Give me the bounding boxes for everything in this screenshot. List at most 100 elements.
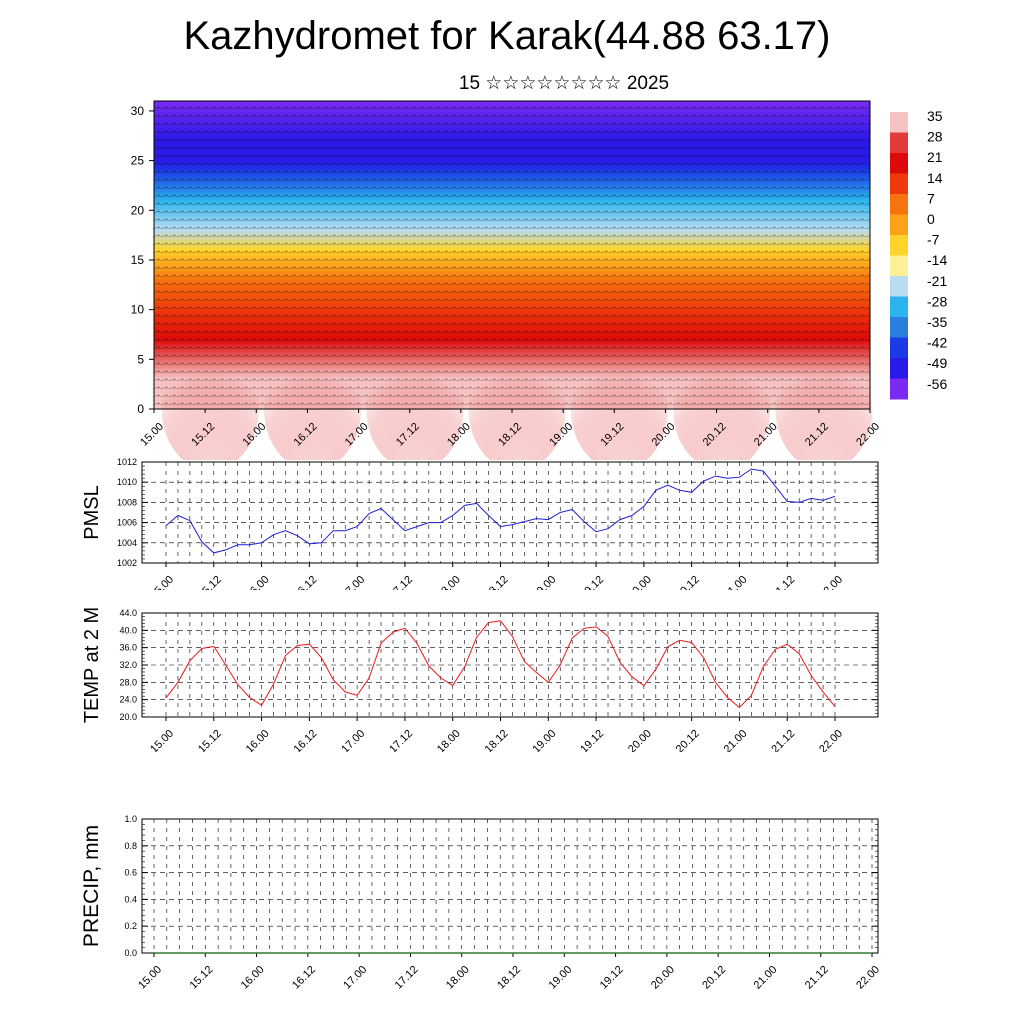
- colorbar-label: -49: [927, 355, 947, 371]
- page-title: Kazhydromet for Karak(44.88 63.17): [183, 14, 831, 58]
- x-tick-label: 21.00: [722, 728, 750, 752]
- y-tick-label: 20: [131, 203, 145, 217]
- colorbar-swatch: [890, 317, 908, 338]
- y-tick-label: 36.0: [119, 643, 137, 653]
- pmsl-panel: 1012 1010 1008 1006 1004 1002 15.00 15.12 16.00 1…: [81, 457, 879, 590]
- x-tick-label: 15.00: [148, 574, 176, 590]
- colorbar-label: -35: [927, 314, 947, 330]
- x-tick-label: 20.00: [626, 728, 654, 752]
- x-tick-label: 21.00: [722, 574, 750, 590]
- colorbar-label: 35: [927, 108, 943, 124]
- colorbar-swatch: [890, 337, 908, 359]
- x-tick-label: 21.12: [803, 964, 831, 992]
- y-tick-label: 30: [131, 104, 145, 118]
- x-tick-label: 15.00: [136, 964, 164, 992]
- x-tick-label: 22.00: [817, 728, 845, 752]
- y-axis-label: TEMP at 2 M: [81, 607, 103, 723]
- page-subtitle: 15 ☆☆☆☆☆☆☆☆ 2025: [458, 73, 670, 94]
- colorbar-swatch: [890, 112, 908, 133]
- x-tick-label: 15.12: [187, 964, 215, 992]
- colorbar-swatch: [890, 276, 908, 297]
- x-tick-label: 17.00: [339, 574, 367, 590]
- y-tick-label: 1010: [117, 477, 137, 487]
- colorbar-label: -21: [927, 273, 947, 289]
- x-tick-label: 21.12: [769, 574, 797, 590]
- colorbar-label: -56: [927, 376, 947, 392]
- x-tick-label: 19.12: [578, 574, 606, 590]
- colorbar-swatch: [890, 296, 908, 318]
- colorbar-label: 21: [927, 149, 943, 165]
- colorbar-swatch: [890, 358, 908, 379]
- x-tick-label: 19.00: [546, 964, 574, 992]
- x-tick-label: 20.12: [674, 728, 702, 752]
- x-tick-label: 20.12: [700, 964, 728, 992]
- colorbar-swatch: [890, 235, 908, 256]
- x-tick-label: 20.00: [649, 964, 677, 992]
- series-line: [165, 620, 836, 709]
- y-tick-label: 10: [131, 303, 145, 317]
- colorbar-swatch: [890, 173, 908, 195]
- y-axis-label: PMSL: [81, 485, 103, 539]
- colorbar-label: 7: [927, 190, 935, 206]
- y-tick-label: 1012: [117, 457, 137, 467]
- precip-chart: 1.0 0.8 0.6 0.4 0.2 0.0 15.00 15.12 16.00 16.12 17…: [80, 814, 882, 992]
- x-tick-label: 18.12: [495, 964, 523, 992]
- x-tick-label: 15.00: [148, 728, 176, 752]
- x-tick-label: 17.12: [393, 964, 421, 992]
- panel-frame: [141, 461, 879, 564]
- x-tick-label: 18.00: [444, 964, 472, 992]
- y-tick-label: 0.6: [124, 868, 137, 878]
- colorbar-swatch: [890, 153, 908, 174]
- y-tick-label: 1008: [117, 497, 137, 507]
- x-tick-label: 20.00: [626, 574, 654, 590]
- y-tick-label: 0.2: [124, 921, 137, 931]
- colorbar-label: -42: [927, 335, 947, 351]
- x-tick-label: 16.00: [244, 728, 272, 752]
- y-tick-label: 0.0: [124, 948, 137, 958]
- x-tick-label: 19.00: [530, 574, 558, 590]
- y-axis-label: PRECIP, mm: [80, 825, 103, 947]
- wind-vectors: [154, 101, 870, 409]
- x-tick-label: 16.00: [239, 964, 267, 992]
- y-tick-label: 0: [137, 402, 144, 416]
- y-tick-label: 1004: [117, 538, 137, 548]
- x-tick-label: 21.00: [752, 964, 780, 992]
- series-line: [165, 468, 836, 554]
- x-tick-label: 15.12: [196, 728, 224, 752]
- x-tick-label: 17.00: [339, 728, 367, 752]
- x-tick-label: 19.00: [530, 728, 558, 752]
- x-tick-label: 17.12: [387, 728, 415, 752]
- y-tick-label: 0.4: [124, 894, 137, 904]
- y-tick-label: 1002: [117, 558, 137, 568]
- x-tick-label: 16.00: [244, 574, 272, 590]
- colorbar-label: -14: [927, 252, 947, 268]
- x-tick-label: 15.00: [138, 421, 166, 449]
- y-tick-label: 44.0: [119, 608, 137, 618]
- x-tick-label: 16.12: [292, 728, 320, 752]
- temp-at-2-m-panel: 44.0 40.0 36.0 32.0 28.0 24.0 20.0 15.00 15.12 16…: [81, 607, 879, 752]
- precip-mm-panel: 1.0 0.8 0.6 0.4 0.2 0.0 15.00 15.12 16.00 16.12 17…: [80, 814, 882, 992]
- x-tick-label: 17.12: [387, 574, 415, 590]
- x-tick-label: 22.00: [817, 574, 845, 590]
- y-tick-label: 28.0: [119, 677, 137, 687]
- panel-frame: [141, 818, 879, 954]
- x-tick-label: 18.12: [483, 574, 511, 590]
- pmsl-chart: 1012 1010 1008 1006 1004 1002 15.00 15.12 16.00 1…: [81, 457, 879, 590]
- colorbar-label: 28: [927, 129, 943, 145]
- colorbar-label: -7: [927, 232, 940, 248]
- y-tick-label: 32.0: [119, 660, 137, 670]
- x-tick-label: 16.12: [292, 574, 320, 590]
- x-tick-label: 19.12: [578, 728, 606, 752]
- y-tick-label: 15: [131, 253, 145, 267]
- y-tick-label: 1.0: [124, 814, 137, 824]
- x-tick-label: 18.00: [435, 574, 463, 590]
- temp-chart: 44.0 40.0 36.0 32.0 28.0 24.0 20.0 15.00 15.12 16…: [81, 607, 879, 752]
- colorbar-swatch: [890, 378, 908, 400]
- x-tick-label: 20.12: [674, 574, 702, 590]
- x-tick-label: 21.12: [769, 728, 797, 752]
- colorbar-label: 14: [927, 170, 943, 186]
- y-tick-label: 25: [131, 154, 145, 168]
- colorbar-label: -28: [927, 293, 947, 309]
